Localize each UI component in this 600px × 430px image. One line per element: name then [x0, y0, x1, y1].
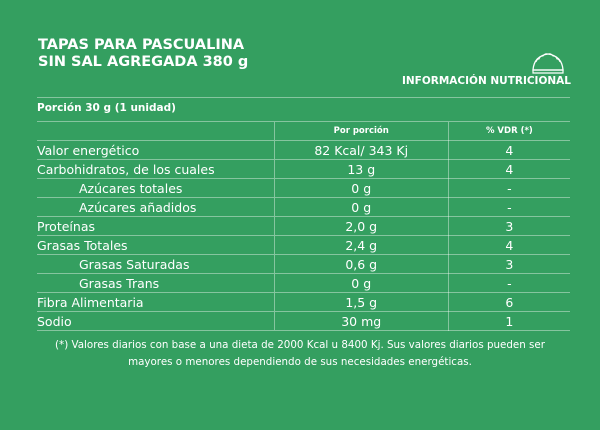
footnote-line-2: mayores o menores dependiendo de sus nec…	[128, 356, 472, 368]
product-title: TAPAS PARA PASCUALINA SIN SAL AGREGADA 3…	[38, 37, 248, 71]
vdr-value: 4	[448, 140, 570, 160]
per-portion-value: 82 Kcal/ 343 Kj	[273, 140, 449, 160]
table-header-row: Por porción % VDR (*)	[37, 122, 570, 141]
portion-size: Porción 30 g (1 unidad)	[37, 102, 176, 114]
per-portion-value: 2,0 g	[273, 216, 449, 236]
header-per-portion: Por porción	[273, 122, 449, 141]
vdr-value: 1	[448, 311, 570, 331]
per-portion-value: 0 g	[273, 178, 449, 198]
vdr-value: -	[448, 273, 570, 293]
nutrient-name: Sodio	[37, 311, 275, 331]
vdr-value: 6	[448, 292, 570, 312]
nutrient-name: Proteínas	[37, 216, 275, 236]
vdr-value: 3	[448, 254, 570, 274]
table-row: Valor energético 82 Kcal/ 343 Kj 4	[37, 140, 570, 160]
nutrition-info-label: INFORMACIÓN NUTRICIONAL	[401, 75, 571, 87]
per-portion-value: 1,5 g	[273, 292, 449, 312]
vdr-value: 4	[448, 159, 570, 179]
nutrient-name: Grasas Saturadas	[37, 254, 275, 274]
vdr-value: -	[448, 197, 570, 217]
table-row: Azúcares añadidos 0 g-	[37, 197, 570, 217]
nutrient-name: Fibra Alimentaria	[37, 292, 275, 312]
per-portion-value: 0,6 g	[273, 254, 449, 274]
footnote: (*) Valores diarios con base a una dieta…	[30, 337, 570, 371]
header-nutrient	[37, 122, 275, 141]
nutrient-name: Valor energético	[37, 140, 275, 160]
table-row: Azúcares totales 0 g-	[37, 178, 570, 198]
vdr-value: 3	[448, 216, 570, 236]
per-portion-value: 30 mg	[273, 311, 449, 331]
per-portion-value: 0 g	[273, 197, 449, 217]
nutrient-name: Azúcares añadidos	[37, 197, 275, 217]
vdr-value: -	[448, 178, 570, 198]
nutrient-name: Azúcares totales	[37, 178, 275, 198]
nutrition-table: Por porción % VDR (*) Valor energético 82…	[37, 122, 570, 331]
title-line-2: SIN SAL AGREGADA 380 g	[38, 54, 249, 70]
empanada-icon	[532, 53, 564, 74]
header-vdr: % VDR (*)	[448, 122, 570, 141]
title-line-1: TAPAS PARA PASCUALINA	[38, 37, 245, 53]
per-portion-value: 0 g	[273, 273, 449, 293]
table-row: Grasas Trans 0 g-	[37, 273, 570, 293]
vdr-value: 4	[448, 235, 570, 255]
per-portion-value: 13 g	[273, 159, 449, 179]
nutrient-name: Grasas Trans	[37, 273, 275, 293]
nutrient-name: Carbohidratos, de los cuales	[37, 159, 275, 179]
per-portion-value: 2,4 g	[273, 235, 449, 255]
table-row: Sodio 30 mg 1	[37, 311, 570, 331]
footnote-line-1: (*) Valores diarios con base a una dieta…	[55, 339, 545, 351]
divider	[37, 97, 570, 98]
divider	[37, 121, 570, 122]
nutrient-name: Grasas Totales	[37, 235, 275, 255]
